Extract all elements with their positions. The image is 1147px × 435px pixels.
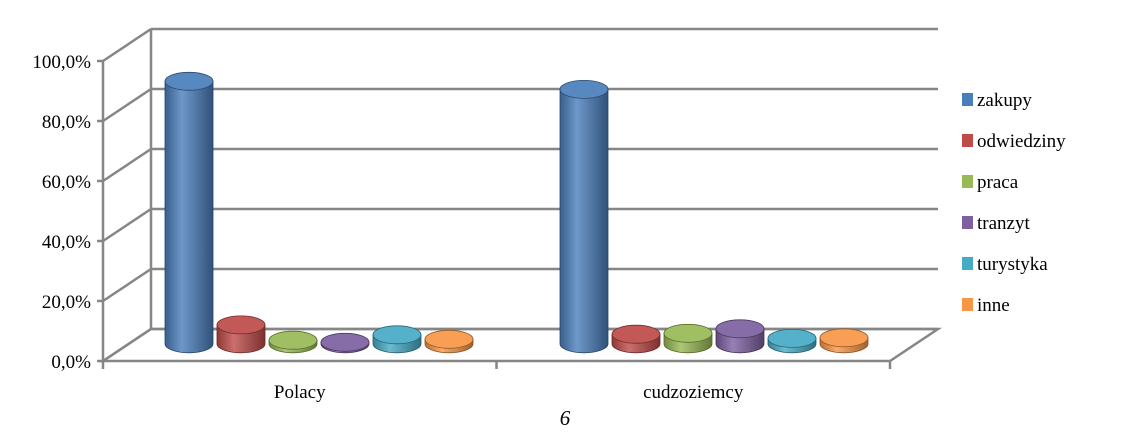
legend-label: odwiedziny (977, 131, 1066, 152)
gridline (102, 327, 938, 363)
bar (611, 324, 661, 354)
y-tick-labels: 0,0% 20,0% 40,0% 60,0% 80,0% 100,0% (32, 52, 91, 373)
bar (372, 325, 422, 354)
gridline (102, 27, 938, 63)
legend-item: turystyka (962, 254, 1048, 275)
bar (424, 329, 474, 354)
legend-label: zakupy (977, 90, 1032, 111)
gridline (102, 147, 938, 183)
legend-label: turystyka (977, 254, 1048, 275)
legend-swatch (962, 216, 973, 229)
legend-item: praca (962, 172, 1019, 193)
legend-swatch (962, 93, 973, 106)
gridline (102, 87, 938, 123)
chart-bars (164, 71, 869, 354)
category-label: Polacy (274, 382, 326, 403)
chart-walls (98, 327, 943, 363)
gridline (102, 207, 938, 243)
legend-label: tranzyt (977, 213, 1030, 234)
bar (715, 319, 765, 354)
chart-grid (102, 27, 938, 363)
chart-axes (97, 29, 892, 369)
legend-label: praca (977, 172, 1019, 193)
legend-label: inne (977, 295, 1010, 316)
page-number: 6 (560, 406, 571, 430)
y-tick-label: 80,0% (42, 112, 91, 133)
bar (216, 315, 266, 354)
bar (320, 332, 370, 354)
bar (164, 71, 214, 354)
legend: zakupy odwiedziny praca tranzyt turystyka inn… (962, 90, 1066, 316)
legend-item: inne (962, 295, 1010, 316)
bar (559, 80, 609, 354)
legend-item: zakupy (962, 90, 1032, 111)
legend-swatch (962, 175, 973, 188)
bar (767, 328, 817, 354)
y-tick-label: 60,0% (42, 172, 91, 193)
y-tick-label: 40,0% (42, 232, 91, 253)
y-tick-label: 0,0% (51, 352, 91, 373)
legend-item: odwiedziny (962, 131, 1066, 152)
bar (819, 328, 869, 354)
category-label: cudzoziemcy (643, 382, 744, 403)
y-tick-label: 20,0% (42, 292, 91, 313)
y-tick-label: 100,0% (32, 52, 91, 73)
category-labels: Polacy cudzoziemcy (274, 382, 744, 403)
legend-swatch (962, 257, 973, 270)
legend-swatch (962, 134, 973, 147)
legend-item: tranzyt (962, 213, 1030, 234)
gridline (102, 267, 938, 303)
bar (268, 330, 318, 354)
bar (663, 323, 713, 354)
legend-swatch (962, 298, 973, 311)
